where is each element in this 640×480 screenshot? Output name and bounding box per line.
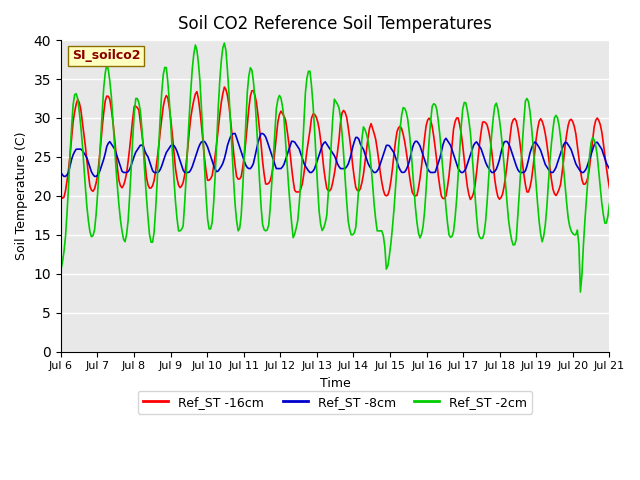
Line: Ref_ST -8cm: Ref_ST -8cm: [61, 133, 609, 176]
Ref_ST -16cm: [57, 193, 65, 199]
Ref_ST -8cm: [242, 162, 250, 168]
Text: SI_soilco2: SI_soilco2: [72, 49, 140, 62]
Line: Ref_ST -16cm: Ref_ST -16cm: [61, 87, 609, 200]
Ref_ST -16cm: [222, 86, 230, 92]
Ref_ST -8cm: [578, 169, 586, 175]
Ref_ST -8cm: [605, 166, 613, 171]
Ref_ST -2cm: [605, 201, 613, 206]
Ref_ST -16cm: [250, 88, 257, 94]
Ref_ST -8cm: [230, 131, 237, 136]
Ref_ST -2cm: [298, 152, 306, 157]
Ref_ST -16cm: [467, 197, 474, 203]
Ref_ST -8cm: [57, 169, 65, 175]
Ref_ST -16cm: [124, 158, 132, 164]
Ref_ST -2cm: [578, 272, 586, 277]
Ref_ST -16cm: [241, 153, 248, 159]
X-axis label: Time: Time: [320, 377, 351, 390]
Ref_ST -2cm: [577, 289, 584, 295]
Title: Soil CO2 Reference Soil Temperatures: Soil CO2 Reference Soil Temperatures: [178, 15, 492, 33]
Ref_ST -16cm: [221, 84, 228, 90]
Ref_ST -8cm: [251, 154, 259, 159]
Ref_ST -2cm: [241, 154, 248, 159]
Ref_ST -2cm: [57, 267, 65, 273]
Ref_ST -16cm: [298, 181, 306, 187]
Ref_ST -16cm: [605, 185, 613, 191]
Ref_ST -8cm: [300, 160, 308, 166]
Ref_ST -2cm: [221, 40, 228, 46]
Ref_ST -8cm: [126, 167, 134, 172]
Ref_ST -8cm: [222, 150, 230, 156]
Ref_ST -2cm: [124, 217, 132, 223]
Line: Ref_ST -2cm: Ref_ST -2cm: [61, 43, 609, 292]
Y-axis label: Soil Temperature (C): Soil Temperature (C): [15, 132, 28, 260]
Ref_ST -8cm: [60, 173, 68, 179]
Ref_ST -2cm: [250, 79, 257, 84]
Legend: Ref_ST -16cm, Ref_ST -8cm, Ref_ST -2cm: Ref_ST -16cm, Ref_ST -8cm, Ref_ST -2cm: [138, 391, 532, 414]
Ref_ST -16cm: [578, 177, 586, 183]
Ref_ST -2cm: [222, 48, 230, 53]
